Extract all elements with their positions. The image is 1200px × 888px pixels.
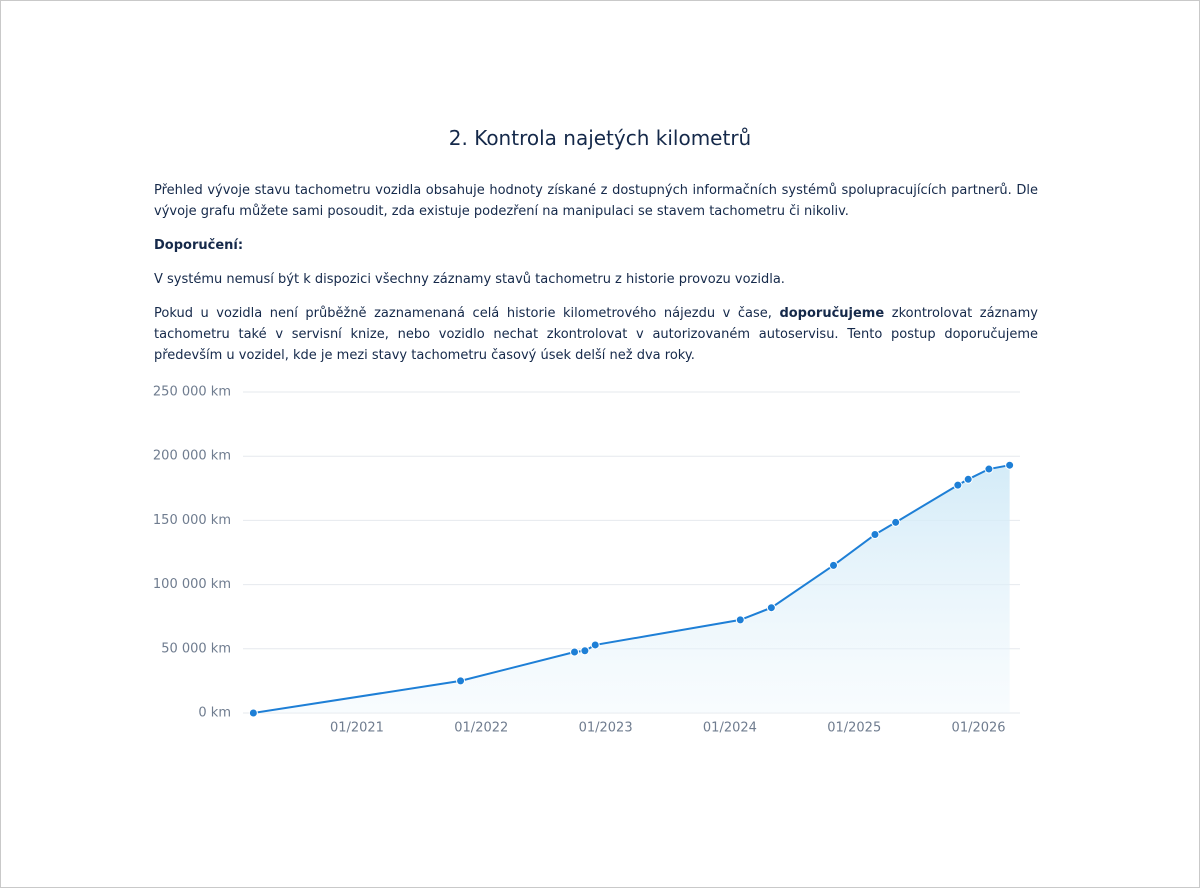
- text: Pokud u vozidla není průběžně zaznamenan…: [154, 306, 780, 321]
- y-tick-label: 200 000 km: [153, 449, 231, 464]
- point: [248, 708, 258, 718]
- text: V systému nemusí být k dispozici všechny…: [154, 272, 785, 287]
- x-tick-label: 01/2024: [703, 721, 757, 736]
- x-tick-label: 01/2022: [454, 721, 508, 736]
- point: [829, 560, 839, 570]
- paragraph: Pokud u vozidla není průběžně zaznamenan…: [154, 303, 1038, 366]
- paragraph: Doporučení:: [154, 235, 1038, 256]
- emphasis: doporučujeme: [779, 306, 885, 321]
- text: Přehled vývoje stavu tachometru vozidla …: [154, 183, 1038, 219]
- x-tick-label: 01/2026: [952, 721, 1006, 736]
- y-tick-label: 100 000 km: [153, 577, 231, 592]
- point: [984, 464, 994, 474]
- chart: 0 km 50 000 km 100 000 km 150 000 km 200 000…: [153, 385, 1020, 736]
- point: [953, 480, 963, 490]
- point: [1005, 460, 1015, 470]
- paragraph: Přehled vývoje stavu tachometru vozidla …: [154, 180, 1038, 222]
- point: [891, 517, 901, 527]
- heading: Doporučení:: [154, 238, 244, 253]
- y-tick-label: 0 km: [198, 706, 231, 721]
- x-tick-label: 01/2025: [827, 721, 881, 736]
- x-tick-label: 01/2023: [579, 721, 633, 736]
- paragraph: V systému nemusí být k dispozici všechny…: [154, 269, 1038, 290]
- point: [963, 474, 973, 484]
- point: [735, 615, 745, 625]
- y-tick-label: 250 000 km: [153, 385, 231, 400]
- text: zkontrolovat záznamy tachometru také v s…: [154, 306, 1038, 363]
- point: [590, 640, 600, 650]
- y-tick-label: 50 000 km: [161, 641, 231, 656]
- point: [580, 646, 590, 656]
- y-tick-label: 150 000 km: [153, 513, 231, 528]
- point: [870, 530, 880, 540]
- point: [456, 676, 466, 686]
- point: [766, 603, 776, 613]
- title: 2. Kontrola najetých kilometrů: [448, 126, 752, 150]
- text-block: Přehled vývoje stavu tachometru vozidla …: [154, 180, 1038, 379]
- point: [570, 647, 580, 657]
- area: [253, 465, 1010, 713]
- x-tick-label: 01/2021: [330, 721, 384, 736]
